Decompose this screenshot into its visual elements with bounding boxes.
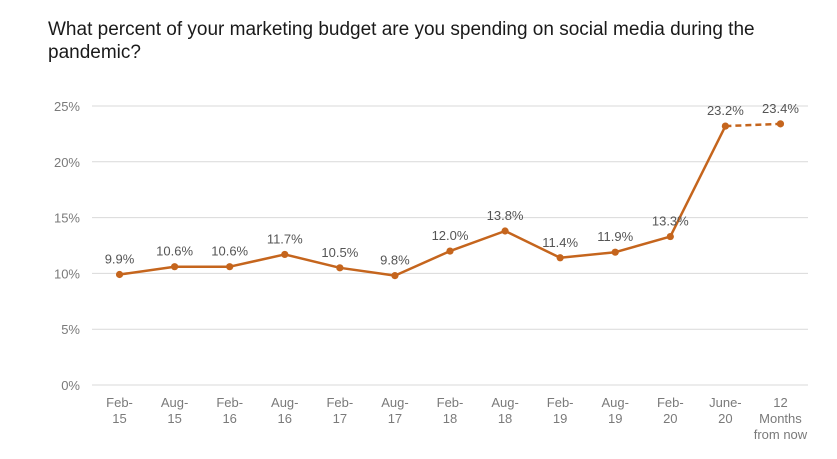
- x-tick-label-line: 20: [718, 411, 732, 426]
- data-label: 11.7%: [267, 231, 303, 246]
- data-point: [115, 270, 124, 279]
- y-tick-label: 0%: [61, 378, 80, 393]
- x-tick-label: Feb-15: [106, 395, 133, 426]
- data-point: [281, 250, 289, 259]
- data-label: 23.4%: [762, 101, 799, 116]
- x-tick-label-line: 18: [498, 411, 512, 426]
- series-lines: [119, 122, 781, 277]
- x-tick-label: Aug-15: [161, 395, 188, 426]
- data-label: 13.3%: [652, 214, 689, 229]
- x-tick-label-line: 18: [443, 411, 457, 426]
- data-point: [721, 122, 729, 130]
- data-point: [776, 120, 785, 128]
- x-tick-label: Aug-18: [491, 395, 518, 426]
- data-label: 10.6%: [156, 244, 193, 259]
- x-tick-label-line: 19: [553, 411, 567, 426]
- y-tick-label: 5%: [61, 322, 80, 337]
- data-point: [226, 263, 234, 271]
- x-tick-label-line: Feb-: [657, 395, 684, 410]
- projection-line: [725, 122, 781, 128]
- data-label: 12.0%: [432, 228, 469, 243]
- x-tick-label-line: from now: [754, 427, 808, 442]
- x-tick-label: Feb-17: [326, 395, 353, 426]
- x-tick-label-line: Months: [759, 411, 802, 426]
- data-labels: 9.9% 10.6% 10.6% 11.7% 10.5% 9.8% 12.0% 13.8% 11…: [105, 101, 800, 268]
- gridlines: [92, 105, 808, 386]
- x-tick-label-line: Feb-: [437, 395, 464, 410]
- data-point: [171, 263, 179, 271]
- x-tick-label-line: Feb-: [216, 395, 243, 410]
- x-tick-label-line: Feb-: [547, 395, 574, 410]
- x-tick-label-line: 17: [388, 411, 402, 426]
- x-tick-label-line: Aug-: [271, 395, 298, 410]
- data-point: [391, 272, 399, 280]
- data-point: [556, 254, 564, 262]
- data-label: 23.2%: [707, 103, 744, 118]
- y-tick-label: 25%: [54, 99, 80, 114]
- x-tick-label-line: 12: [773, 395, 787, 410]
- x-tick-label: Aug-19: [601, 395, 628, 426]
- x-tick-label-line: Feb-: [106, 395, 133, 410]
- x-tick-label: Feb-16: [216, 395, 243, 426]
- data-point: [446, 247, 454, 255]
- x-tick-label: Feb-20: [657, 395, 684, 426]
- x-tick-label: Feb-18: [437, 395, 464, 426]
- data-label: 13.8%: [487, 208, 524, 223]
- series-line: [119, 125, 727, 277]
- data-point: [501, 227, 509, 235]
- x-tick-label-line: 20: [663, 411, 677, 426]
- y-tick-label: 15%: [54, 211, 80, 226]
- x-tick-label-line: 15: [167, 411, 181, 426]
- x-tick-label-line: 16: [278, 411, 292, 426]
- y-axis-ticks: 0% 5% 10% 15% 20% 25%: [54, 99, 80, 393]
- x-tick-label-line: June-: [709, 395, 742, 410]
- data-label: 11.9%: [597, 229, 633, 244]
- y-tick-label: 10%: [54, 266, 80, 281]
- x-tick-label-line: Aug-: [491, 395, 518, 410]
- x-tick-label-line: 15: [112, 411, 126, 426]
- x-tick-label: 12 Months from now: [754, 395, 808, 442]
- x-tick-label-line: Aug-: [161, 395, 188, 410]
- data-point: [336, 264, 344, 272]
- chart-title: What percent of your marketing budget ar…: [48, 19, 755, 63]
- x-tick-label: Aug-16: [271, 395, 298, 426]
- x-axis-ticks: Feb-15Aug-15Feb-16Aug-16Feb-17Aug-17Feb-…: [106, 395, 808, 442]
- data-label: 10.6%: [211, 244, 248, 259]
- data-label: 9.8%: [380, 253, 410, 268]
- x-tick-label-line: Aug-: [381, 395, 408, 410]
- data-label: 10.5%: [321, 245, 358, 260]
- x-tick-label-line: Feb-: [326, 395, 353, 410]
- data-label: 11.4%: [542, 235, 578, 250]
- series-points: [115, 120, 785, 280]
- x-tick-label-line: 19: [608, 411, 622, 426]
- data-label: 9.9%: [105, 252, 135, 267]
- data-point: [611, 248, 619, 256]
- data-point: [666, 232, 674, 241]
- x-tick-label-line: 16: [222, 411, 236, 426]
- x-tick-label-line: Aug-: [601, 395, 628, 410]
- x-tick-label: Aug-17: [381, 395, 408, 426]
- x-tick-label-line: 17: [333, 411, 347, 426]
- x-tick-label: June-20: [709, 395, 742, 426]
- y-tick-label: 20%: [54, 155, 80, 170]
- x-tick-label: Feb-19: [547, 395, 574, 426]
